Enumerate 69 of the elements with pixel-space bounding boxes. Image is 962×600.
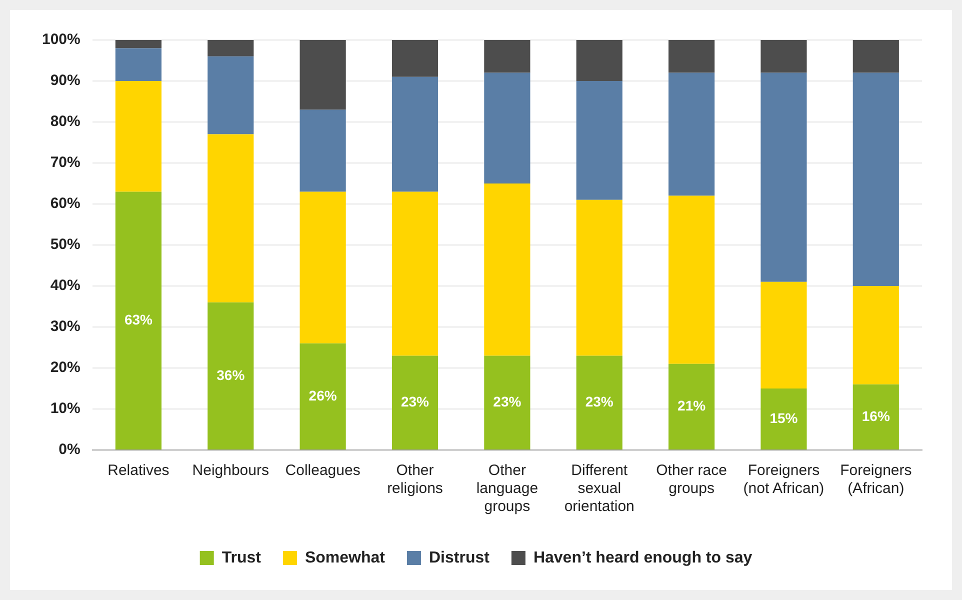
data-label: 36%: [216, 366, 246, 383]
bar: [300, 343, 346, 450]
bar: [300, 110, 346, 192]
bar: [392, 192, 438, 356]
data-label: 23%: [493, 393, 522, 410]
y-tick-label: 70%: [50, 154, 80, 172]
bar: [208, 134, 254, 302]
bar: [576, 81, 622, 200]
y-tick-label: 50%: [50, 236, 80, 254]
bar: [484, 72, 530, 184]
bar: [484, 184, 530, 356]
bar: [760, 282, 807, 388]
bar: [576, 40, 622, 81]
bar: [208, 40, 254, 56]
data-label: 16%: [862, 408, 890, 424]
bar: [852, 40, 899, 73]
y-tick-label: 10%: [50, 400, 80, 418]
y-tick-label: 90%: [50, 72, 80, 90]
bar: [576, 200, 622, 356]
bar: [852, 72, 899, 286]
x-tick-label: Neighbours: [192, 462, 269, 480]
bar: [760, 388, 807, 450]
data-label: 63%: [124, 311, 154, 328]
bar: [300, 40, 346, 110]
legend-label: Distrust: [428, 549, 490, 566]
bar: [852, 384, 899, 450]
bar: [392, 356, 438, 450]
bar: [208, 56, 254, 134]
bar: [668, 364, 715, 450]
x-tick-label: Colleagues: [285, 462, 360, 480]
y-tick-label: 100%: [42, 31, 80, 48]
bar: [115, 192, 162, 450]
bar: [300, 192, 346, 344]
y-tick-label: 0%: [58, 441, 80, 458]
y-tick-label: 30%: [50, 318, 80, 336]
y-tick-label: 60%: [50, 195, 80, 212]
y-tick-label: 20%: [50, 359, 80, 376]
legend-label: Haven’t heard enough to say: [533, 549, 752, 566]
bar: [668, 40, 715, 73]
bar: [576, 356, 622, 450]
x-tick-label: Foreigners (not African): [743, 462, 824, 498]
x-tick-label: Relatives: [108, 462, 170, 480]
y-tick-label: 80%: [50, 113, 80, 130]
bar: [208, 302, 254, 450]
y-tick-label: 40%: [50, 277, 80, 294]
bar: [115, 81, 162, 192]
bar: [392, 76, 438, 192]
x-tick-label: Other race groups: [656, 462, 727, 498]
bar: [484, 356, 530, 450]
bar: [852, 286, 899, 384]
data-label: 26%: [308, 387, 338, 404]
x-tick-label: Other religions: [387, 462, 443, 498]
data-label: 21%: [678, 398, 706, 414]
data-label: 15%: [770, 410, 798, 426]
bar: [760, 40, 807, 73]
bar: [668, 196, 715, 364]
bar: [484, 40, 530, 73]
legend-label: Trust: [222, 549, 262, 566]
bar: [760, 72, 807, 282]
x-tick-label: Foreigners (African): [840, 462, 912, 498]
x-tick-label: Different sexual orientation: [564, 462, 634, 516]
legend-label: Somewhat: [304, 549, 386, 566]
bar: [392, 40, 438, 77]
bar: [115, 48, 162, 81]
x-tick-label: Other language groups: [476, 462, 538, 516]
bar: [668, 72, 715, 196]
bar: [115, 40, 162, 48]
data-label: 23%: [585, 393, 614, 410]
data-label: 23%: [400, 393, 430, 410]
